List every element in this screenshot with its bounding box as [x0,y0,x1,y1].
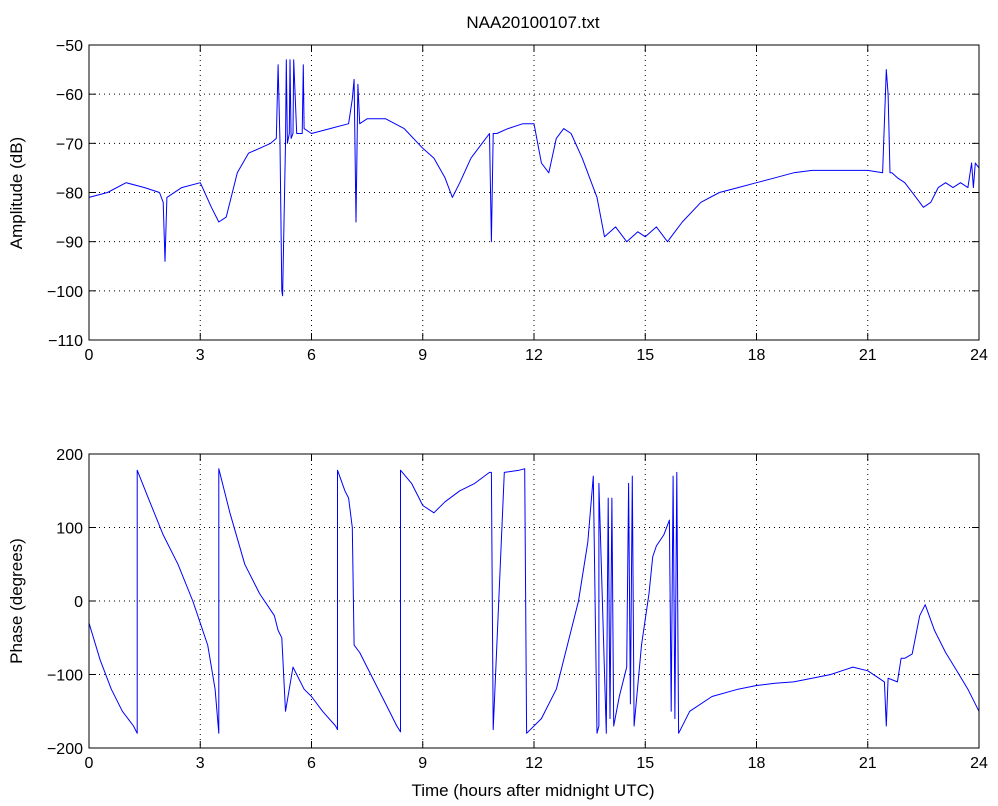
amplitude-x-tick-label: 6 [307,347,316,364]
amplitude-y-tick-label: −80 [56,186,83,203]
amplitude-y-axis-label: Amplitude (dB) [7,137,26,249]
phase-y-tick-label: −100 [47,668,83,685]
amplitude-y-tick-label: −110 [48,333,83,350]
phase-panel: 0 3 6 9 12 15 18 21 24 −200 −100 0 100 200 Phase (deg… [7,447,988,800]
amplitude-x-tick-label: 21 [859,347,877,364]
amplitude-y-tick-label: −60 [56,87,83,104]
amplitude-series-line [88,59,980,297]
phase-y-axis-label: Phase (degrees) [7,538,26,664]
amplitude-panel: NAA20100107.txt 0 3 6 9 12 15 18 21 24 −110 −100 −9… [7,13,988,364]
phase-grid [89,454,979,748]
amplitude-x-tick-label: 12 [525,347,543,364]
phase-x-tick-label: 24 [970,755,988,772]
phase-x-tick-label: 9 [418,755,427,772]
amplitude-x-tick-label: 9 [418,347,427,364]
amplitude-y-tick-label: −50 [56,38,83,55]
amplitude-plot-area [88,59,980,297]
phase-x-tick-label: 6 [307,755,316,772]
phase-x-tick-label: 0 [85,755,94,772]
phase-y-tick-label: 100 [56,521,83,538]
phase-x-tick-label: 18 [748,755,766,772]
amplitude-grid [89,45,979,340]
phase-y-tick-label: −200 [47,741,83,758]
amplitude-y-tick-label: −100 [47,284,83,301]
amplitude-y-tick-label: −70 [56,136,83,153]
phase-y-tick-label: 0 [74,594,83,611]
amplitude-y-tick-label: −90 [56,235,83,252]
amplitude-x-tick-label: 24 [970,347,988,364]
chart-title: NAA20100107.txt [466,13,600,32]
phase-x-tick-label: 3 [196,755,205,772]
phase-x-tick-label: 21 [859,755,877,772]
x-axis-label: Time (hours after midnight UTC) [411,781,654,800]
amplitude-ticks: 0 3 6 9 12 15 18 21 24 −110 −100 −90 −80 −70 −60 −50 [47,38,988,364]
phase-plot-area [88,468,980,734]
phase-x-tick-label: 12 [525,755,543,772]
amplitude-x-tick-label: 18 [748,347,766,364]
amplitude-x-tick-label: 0 [85,347,94,364]
phase-x-tick-label: 15 [636,755,654,772]
amplitude-x-tick-label: 3 [196,347,205,364]
phase-y-tick-label: 200 [56,447,83,464]
phase-series-line [88,468,980,734]
amplitude-x-tick-label: 15 [636,347,654,364]
phase-ticks: 0 3 6 9 12 15 18 21 24 −200 −100 0 100 200 [47,447,988,772]
